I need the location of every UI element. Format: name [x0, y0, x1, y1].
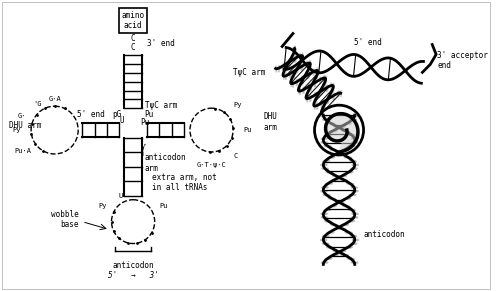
Text: wobble
base: wobble base	[52, 210, 79, 229]
Text: G·A: G·A	[48, 96, 61, 102]
Polygon shape	[326, 114, 358, 152]
Text: G·: G·	[18, 113, 26, 119]
Text: C: C	[131, 43, 136, 52]
Text: pG: pG	[112, 110, 122, 119]
Text: 3' end: 3' end	[147, 39, 174, 48]
Text: Py: Py	[13, 127, 22, 133]
Text: U: U	[119, 116, 124, 125]
Text: anticodon
arm: anticodon arm	[145, 153, 186, 173]
Text: A: A	[131, 25, 136, 34]
Text: TψC arm: TψC arm	[145, 101, 177, 110]
Text: Py: Py	[98, 203, 107, 209]
Text: U: U	[118, 193, 122, 199]
Text: 'G: 'G	[34, 101, 42, 107]
Text: DHU
arm: DHU arm	[264, 112, 278, 132]
Text: Pu·A: Pu·A	[14, 148, 31, 154]
Text: G·T·ψ·C: G·T·ψ·C	[196, 162, 226, 168]
Text: Pu: Pu	[160, 203, 168, 209]
Text: extra arm, not
in all tRNAs: extra arm, not in all tRNAs	[152, 173, 216, 192]
Text: C: C	[131, 34, 136, 43]
Text: C: C	[234, 152, 238, 159]
FancyArrowPatch shape	[142, 144, 145, 155]
Text: 5' end: 5' end	[77, 110, 104, 119]
Text: Pu: Pu	[243, 127, 252, 133]
Text: anticodon: anticodon	[112, 261, 154, 270]
Text: 5'   →   3': 5' → 3'	[108, 272, 158, 281]
Text: Py: Py	[234, 102, 242, 108]
Text: Pu: Pu	[140, 118, 149, 127]
Text: Pu: Pu	[144, 110, 153, 119]
Text: amino
acid: amino acid	[122, 11, 144, 30]
Text: DHU arm: DHU arm	[8, 120, 41, 129]
Text: 5' end: 5' end	[354, 38, 382, 47]
Text: TψC arm: TψC arm	[233, 68, 266, 77]
Text: 3' acceptor
end: 3' acceptor end	[437, 51, 488, 70]
Text: anticodon: anticodon	[364, 230, 405, 239]
